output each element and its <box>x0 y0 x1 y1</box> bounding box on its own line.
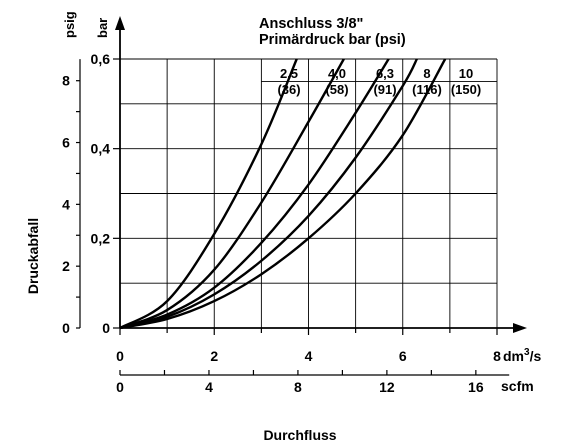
y-tick-label-bar: 0,4 <box>91 141 111 157</box>
y-unit-bar: bar <box>95 18 110 38</box>
x-axis-arrow <box>513 323 527 333</box>
series-label-pressure: 4,0 <box>328 66 346 81</box>
y-tick-label-psig: 4 <box>62 196 70 212</box>
y-tick-label-psig: 2 <box>62 258 70 274</box>
y-tick-label-bar: 0 <box>102 320 110 336</box>
series-curves: 2,5(36) 4,0(58) 6,3(91) 8(116) 10(150) <box>119 58 481 330</box>
series-curve <box>119 58 298 330</box>
series-label-pressure: 8 <box>423 66 430 81</box>
y-tick-label-bar: 0,2 <box>91 230 111 246</box>
x-tick-label-scfm: 4 <box>205 379 213 395</box>
x-tick-label-dm3s: 8 <box>493 348 501 364</box>
series-curve <box>119 58 447 330</box>
labels: Anschluss 3/8" Primärdruck bar (psi) Dru… <box>25 11 541 443</box>
x-tick-label-scfm: 12 <box>379 379 395 395</box>
x-tick-label-scfm: 16 <box>468 379 484 395</box>
x-tick-label-scfm: 8 <box>294 379 302 395</box>
y-unit-psig: psig <box>62 11 77 38</box>
y-axis-arrow <box>115 16 125 30</box>
y-tick-label-psig: 0 <box>62 320 70 336</box>
y-tick-label-bar: 0,6 <box>91 51 111 67</box>
chart-title: Anschluss 3/8" <box>259 16 363 32</box>
y-tick-label-psig: 8 <box>62 73 70 89</box>
chart-subtitle: Primärdruck bar (psi) <box>259 32 406 48</box>
series-curve <box>119 58 418 330</box>
x-tick-label-dm3s: 4 <box>305 348 313 364</box>
series-label-psi: (91) <box>373 82 396 97</box>
series-label-psi: (36) <box>277 82 300 97</box>
series-label-psi: (58) <box>325 82 348 97</box>
series-label-pressure: 10 <box>459 66 473 81</box>
series-label-psi: (150) <box>451 82 481 97</box>
x-tick-label-scfm: 0 <box>116 379 124 395</box>
y-tick-label-psig: 6 <box>62 135 70 151</box>
series-curve <box>119 58 345 330</box>
x-axis-title: Durchfluss <box>263 427 336 443</box>
x-unit-scfm: scfm <box>501 378 534 394</box>
y-axis-title: Druckabfall <box>25 218 41 294</box>
x-tick-label-dm3s: 6 <box>399 348 407 364</box>
x-tick-label-dm3s: 0 <box>116 348 124 364</box>
series-label-psi: (116) <box>412 82 442 97</box>
grid-lines <box>120 58 498 328</box>
x-unit-tail: /s <box>530 348 542 364</box>
x-unit-base: dm <box>503 348 524 364</box>
series-curve <box>119 58 390 330</box>
x-unit-exponent: 3 <box>524 347 530 358</box>
series-label-pressure: 2,5 <box>280 66 298 81</box>
x-unit-dm3s: dm3/s <box>503 347 541 364</box>
series-label-pressure: 6,3 <box>376 66 394 81</box>
x-tick-label-dm3s: 2 <box>210 348 218 364</box>
